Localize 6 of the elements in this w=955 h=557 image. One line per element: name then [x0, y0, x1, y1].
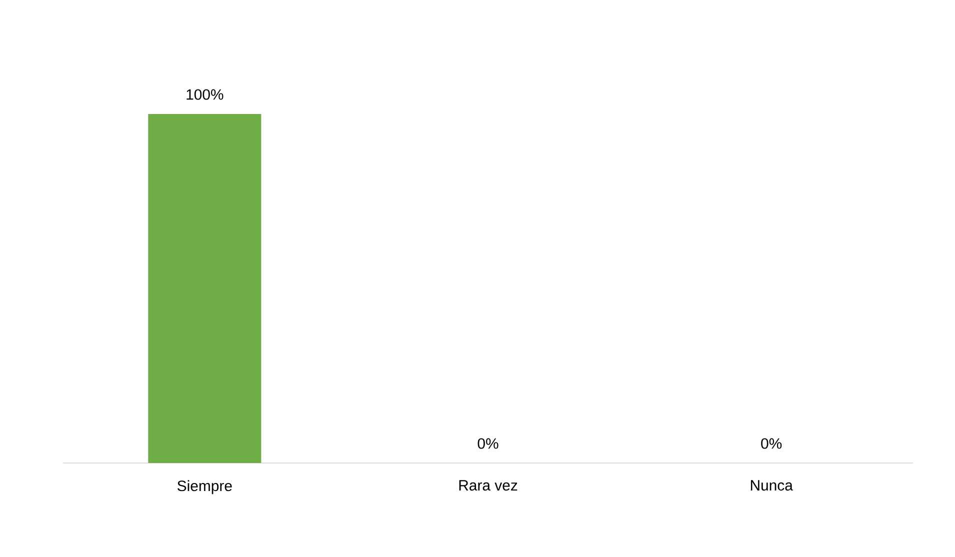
- data-label: 100%: [186, 89, 224, 100]
- data-label: 0%: [478, 438, 498, 449]
- x-tick-label: Siempre: [178, 480, 232, 494]
- x-tick-label: Nunca: [750, 480, 793, 491]
- data-label: 0%: [761, 438, 782, 449]
- x-tick-label: Rara vez: [459, 480, 518, 491]
